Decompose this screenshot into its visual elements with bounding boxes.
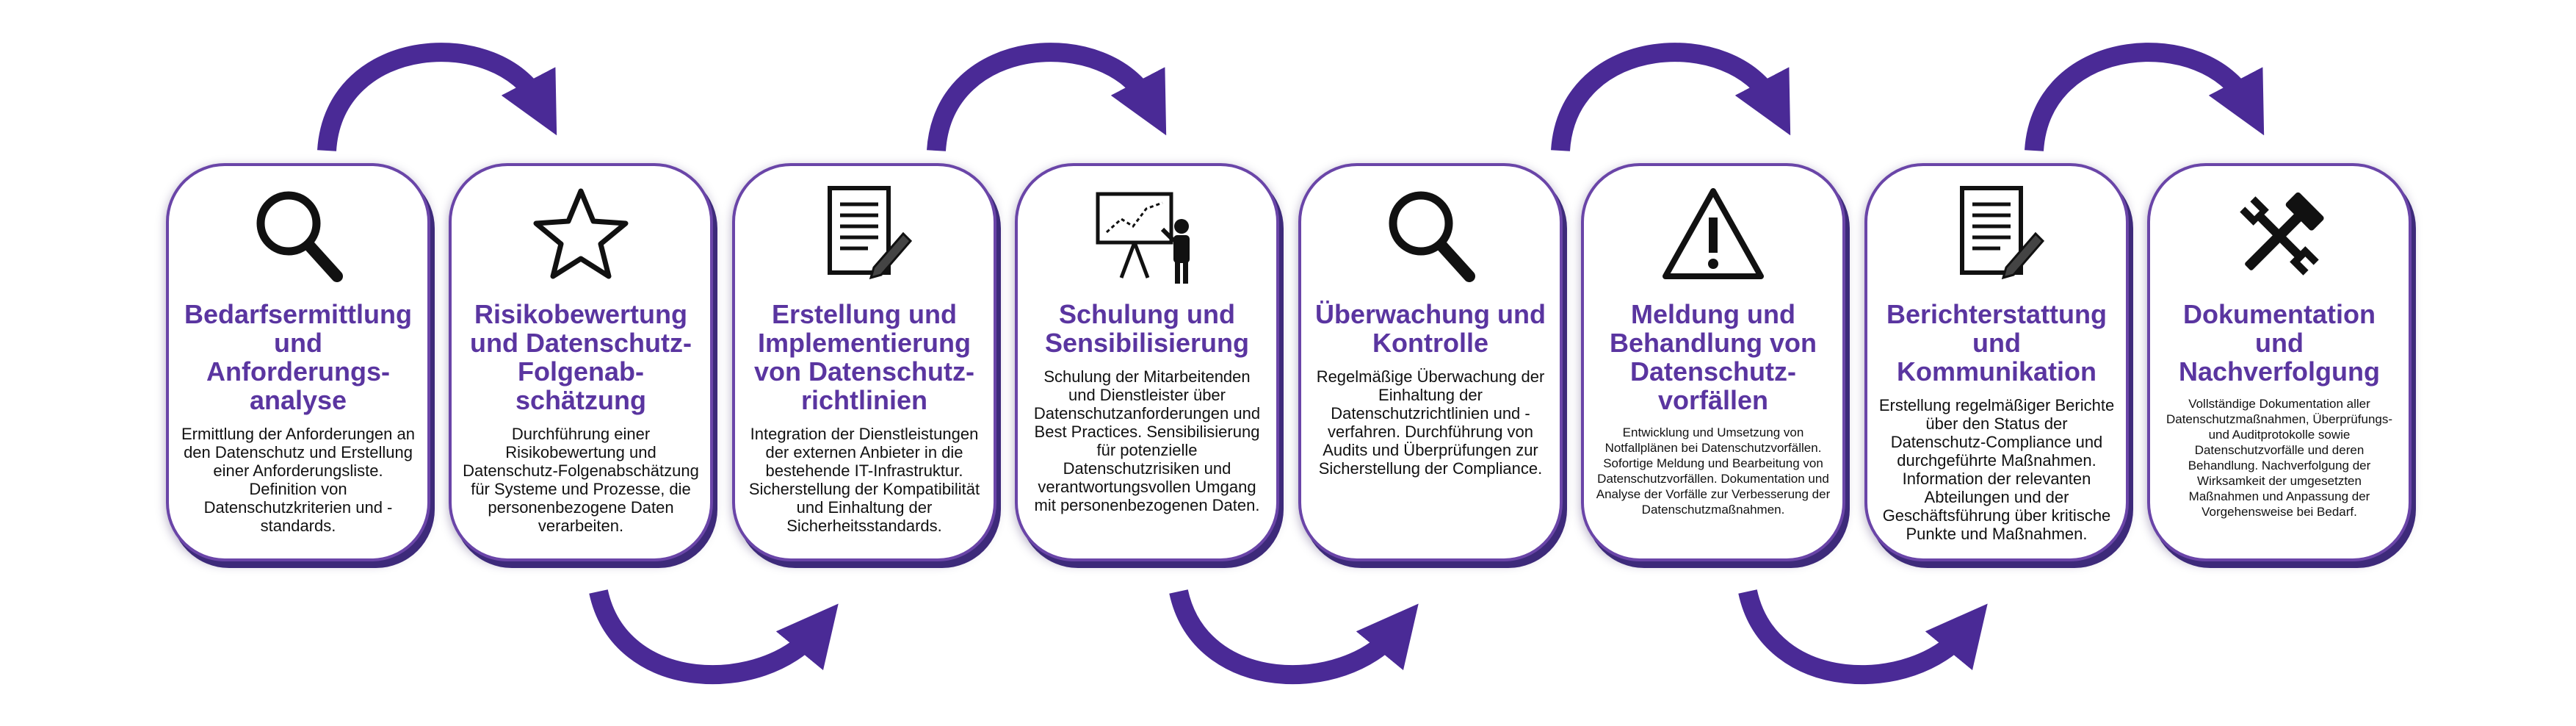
document-pen-icon (809, 181, 919, 291)
arrow-top-3 (1551, 43, 1791, 152)
arrow-bottom-1 (589, 589, 839, 685)
step-description: Vollständige Dokumentation aller Datensc… (2166, 397, 2393, 519)
magnifier-icon (1375, 181, 1486, 291)
step-title: Überwachung und Kontrolle (1315, 299, 1546, 358)
star-icon (526, 181, 636, 291)
step-title: Bedarfsermittlung und Anforderungs-analy… (184, 299, 413, 415)
step-card-6: Meldung und Behandlung von Datenschutz-v… (1581, 163, 1845, 561)
step-card-1: Bedarfsermittlung und Anforderungs-analy… (166, 163, 430, 561)
step-card-7: Berichterstattung und Kommunikation Erst… (1864, 163, 2129, 561)
step-card-4: Schulung und Sensibilisierung Schulung d… (1015, 163, 1279, 561)
step-title: Risikobewertung und Datenschutz-Folgenab… (470, 299, 692, 415)
step-card-3: Erstellung und Implementierung von Daten… (732, 163, 996, 561)
step-title: Schulung und Sensibilisierung (1044, 299, 1250, 358)
step-card-2: Risikobewertung und Datenschutz-Folgenab… (449, 163, 713, 561)
arrow-top-1 (317, 43, 557, 152)
step-description: Entwicklung und Umsetzung von Notfallplä… (1596, 425, 1831, 517)
magnifier-icon (243, 181, 353, 291)
arrow-bottom-2 (1169, 589, 1419, 685)
step-description: Integration der Dienstleistungen der ext… (748, 425, 980, 535)
document-pen-icon (1942, 181, 2052, 291)
step-description: Schulung der Mitarbeitenden und Dienstle… (1033, 367, 1261, 514)
tools-icon (2224, 181, 2334, 291)
step-description: Regelmäßige Überwachung der Einhaltung d… (1316, 367, 1545, 478)
step-description: Ermittlung der Anforderungen an den Date… (181, 425, 415, 535)
arrow-top-4 (2025, 43, 2265, 152)
step-title: Berichterstattung und Kommunikation (1886, 299, 2108, 387)
step-card-8: Dokumentation und Nachverfolgung Vollstä… (2147, 163, 2412, 561)
step-title: Dokumentation und Nachverfolgung (2178, 299, 2381, 387)
step-title: Meldung und Behandlung von Datenschutz-v… (1610, 299, 1817, 415)
step-title: Erstellung und Implementierung von Daten… (753, 299, 975, 415)
arrow-top-2 (927, 43, 1167, 152)
warning-icon (1658, 181, 1768, 291)
step-description: Erstellung regelmäßiger Berichte über de… (1878, 396, 2115, 543)
presentation-icon (1092, 181, 1202, 291)
step-card-5: Überwachung und Kontrolle Regelmäßige Üb… (1298, 163, 1563, 561)
arrow-bottom-3 (1738, 589, 1988, 685)
step-description: Durchführung einer Risikobewertung und D… (463, 425, 699, 535)
